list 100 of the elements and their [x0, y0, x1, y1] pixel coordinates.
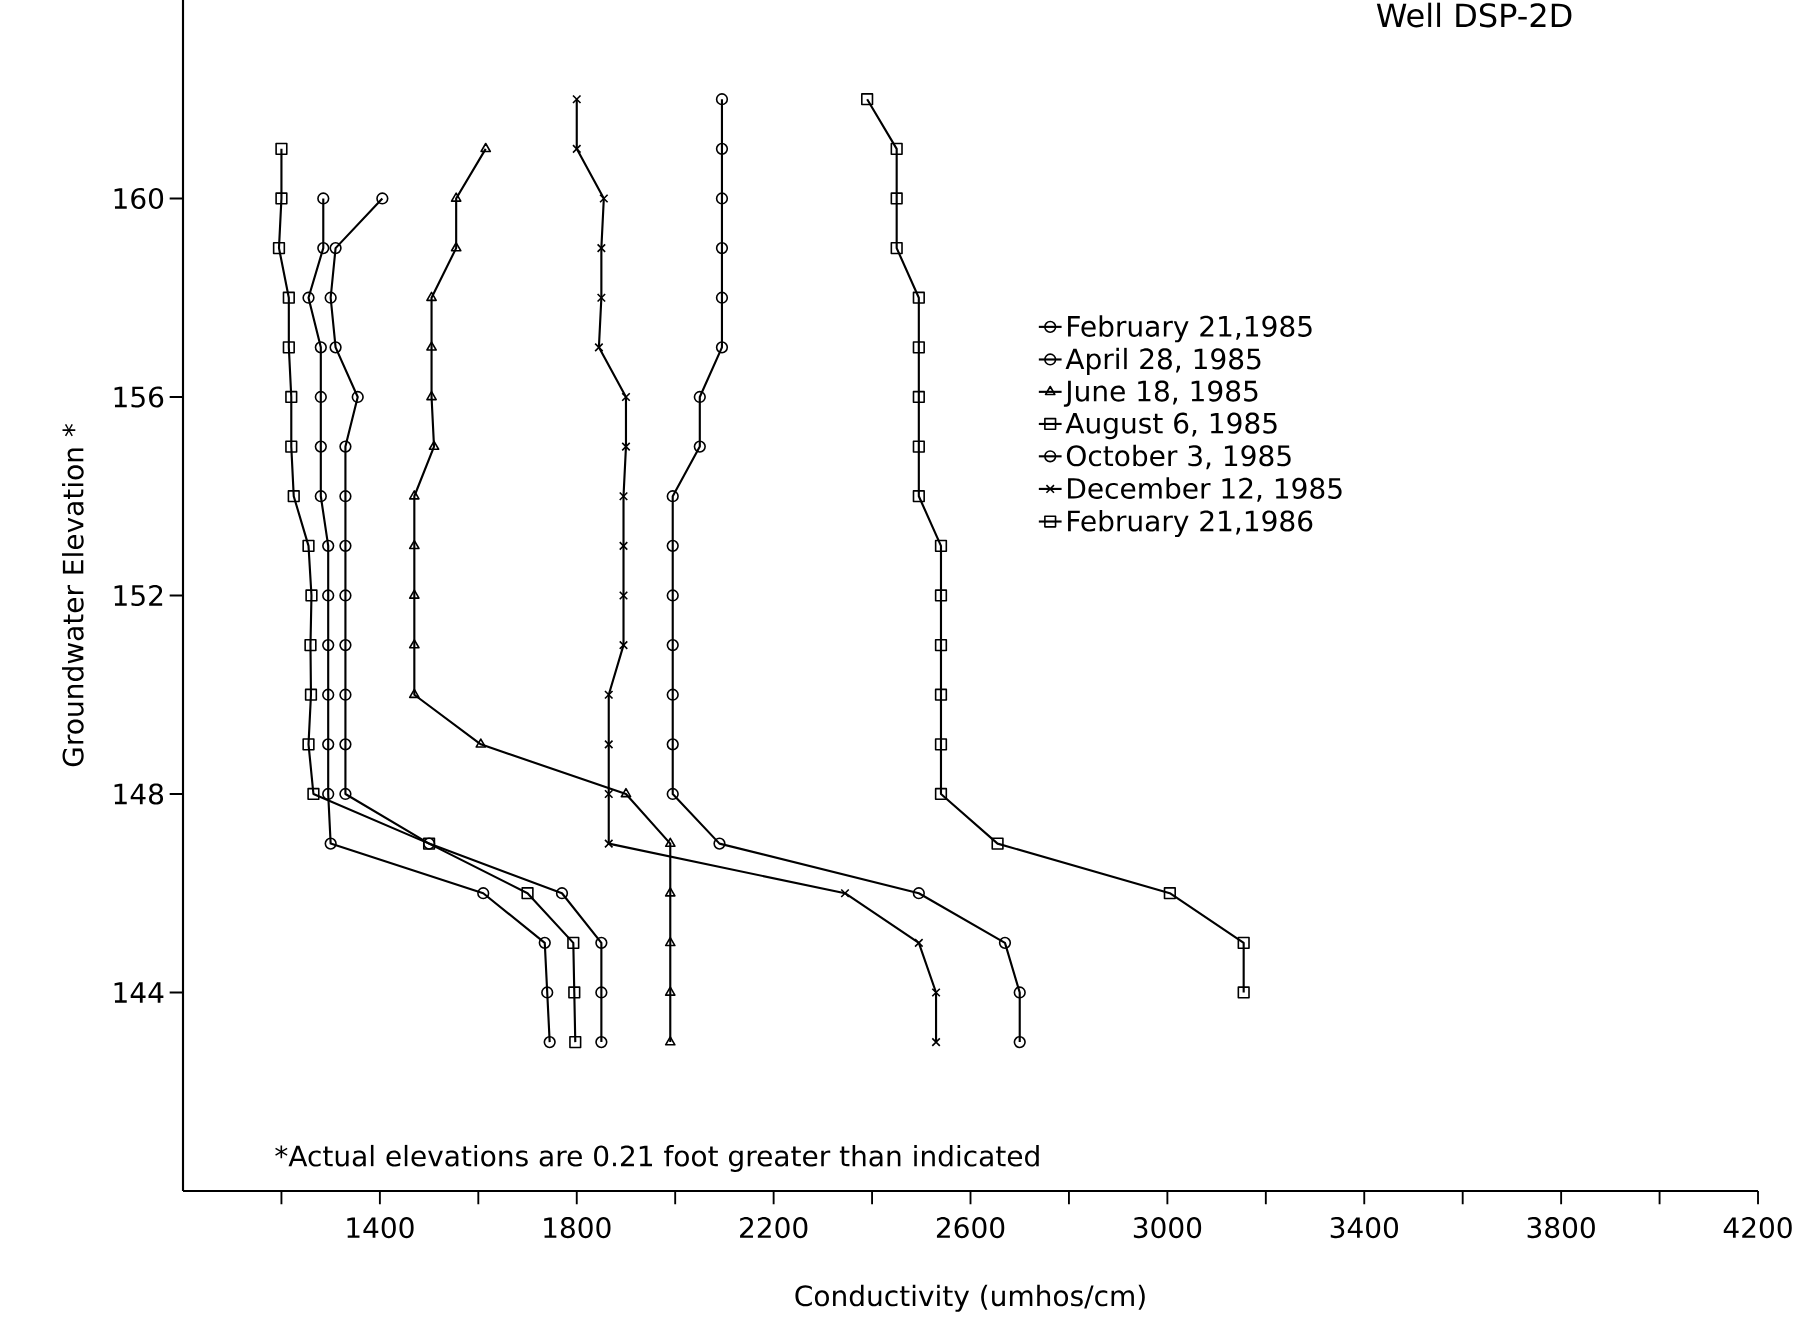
- point: [715, 241, 729, 255]
- point: [840, 888, 850, 898]
- point: [302, 539, 315, 552]
- point: [666, 787, 679, 801]
- point: [715, 93, 729, 106]
- point: [329, 241, 342, 255]
- point: [664, 1035, 676, 1046]
- point: [569, 1035, 582, 1049]
- point: [324, 291, 337, 304]
- annotation: *Actual elevations are 0.21 foot greater than indicated: [275, 1144, 1039, 1172]
- point: [666, 688, 679, 701]
- point: [618, 640, 629, 650]
- point: [329, 341, 342, 354]
- point: [543, 1035, 556, 1049]
- point: [912, 341, 925, 354]
- point: [322, 638, 335, 652]
- point: [604, 690, 614, 700]
- point: [1237, 986, 1250, 999]
- point: [339, 490, 352, 503]
- point: [282, 291, 295, 304]
- point: [408, 589, 420, 599]
- x-tick-label: 1400: [347, 1217, 414, 1239]
- point: [324, 837, 337, 850]
- point: [322, 738, 335, 751]
- y-tick-label: 156: [114, 386, 164, 408]
- point: [618, 590, 629, 601]
- point: [408, 688, 420, 699]
- point: [715, 192, 729, 205]
- point: [693, 390, 706, 404]
- point: [275, 142, 288, 155]
- point: [693, 440, 706, 453]
- point: [314, 440, 327, 453]
- point: [314, 390, 327, 404]
- point: [339, 539, 352, 552]
- point: [604, 739, 614, 749]
- point: [426, 341, 437, 351]
- point: [713, 837, 726, 850]
- point: [538, 936, 551, 949]
- point: [351, 390, 364, 404]
- point: [426, 291, 437, 302]
- legend-label: October 3, 1985: [1066, 444, 1291, 470]
- point: [302, 291, 315, 304]
- point: [596, 293, 606, 303]
- point: [521, 887, 534, 900]
- x-tick-label: 2600: [936, 1217, 1005, 1239]
- point: [998, 936, 1012, 949]
- point: [594, 342, 604, 352]
- point: [339, 638, 352, 652]
- point: [715, 142, 729, 155]
- point: [339, 738, 352, 751]
- point: [322, 688, 335, 701]
- y-tick-label: 148: [114, 783, 164, 805]
- point: [912, 440, 925, 453]
- point: [666, 738, 679, 751]
- point: [475, 738, 487, 748]
- legend-label: June 18, 1985: [1063, 380, 1258, 407]
- point: [285, 390, 298, 404]
- point: [991, 837, 1004, 850]
- point: [620, 787, 632, 798]
- point: [912, 390, 925, 404]
- point: [322, 539, 335, 552]
- x-tick-label: 3400: [1330, 1217, 1399, 1239]
- y-tick-label: 160: [114, 187, 164, 210]
- point: [666, 589, 679, 602]
- point: [934, 589, 948, 602]
- point: [287, 490, 300, 503]
- point: [666, 490, 679, 503]
- point: [541, 986, 554, 999]
- point: [931, 987, 941, 998]
- point: [322, 589, 335, 602]
- point: [480, 142, 492, 153]
- point: [305, 589, 318, 602]
- x-tick-label: 3800: [1527, 1217, 1595, 1239]
- point: [595, 1035, 608, 1049]
- point: [1013, 1035, 1026, 1049]
- x-tick-label: 4200: [1723, 1217, 1792, 1239]
- point: [307, 787, 320, 801]
- x-tick-label: 3000: [1133, 1217, 1202, 1239]
- point: [912, 887, 925, 900]
- point: [604, 789, 614, 799]
- point: [408, 490, 420, 500]
- point: [272, 241, 286, 255]
- point: [931, 1037, 941, 1047]
- point: [317, 192, 330, 205]
- point: [302, 738, 315, 751]
- point: [567, 936, 580, 949]
- point: [1237, 936, 1250, 949]
- point: [664, 936, 676, 947]
- point: [934, 738, 948, 751]
- point: [450, 192, 462, 202]
- point: [934, 638, 948, 652]
- point: [304, 688, 318, 701]
- point: [1163, 887, 1176, 900]
- point: [595, 936, 608, 949]
- point: [285, 440, 298, 453]
- point: [408, 638, 420, 649]
- point: [450, 241, 462, 252]
- point: [715, 291, 729, 304]
- legend-label: December 12, 1985: [1068, 477, 1342, 502]
- point: [934, 539, 948, 552]
